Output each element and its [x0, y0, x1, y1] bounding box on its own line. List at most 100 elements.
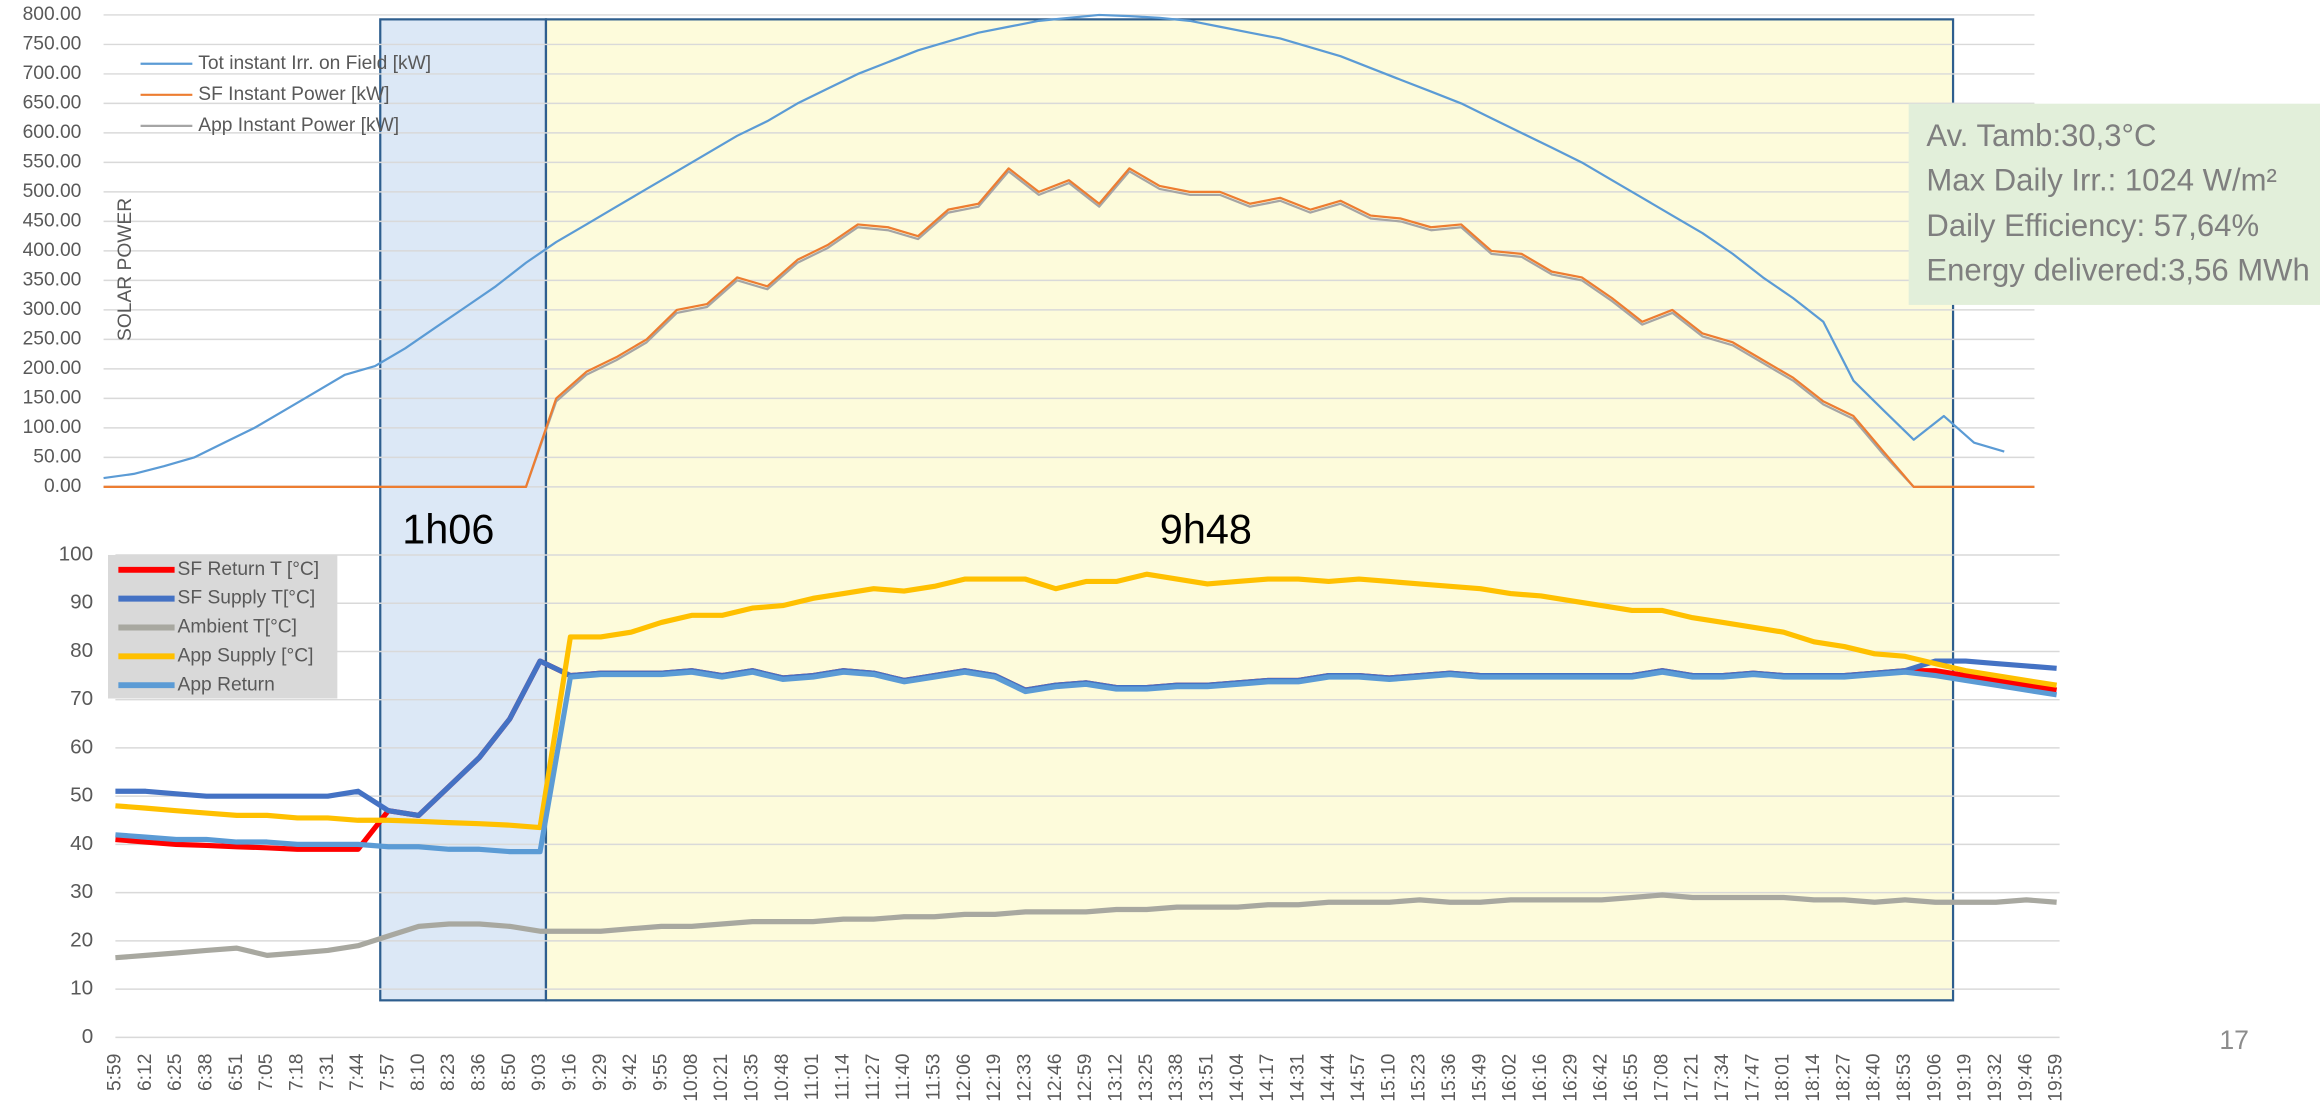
y-tick-label: 90	[70, 591, 93, 614]
x-tick-label: 7:18	[286, 1054, 307, 1091]
y-tick-label: 600.00	[23, 122, 82, 143]
x-tick-label: 14:17	[1257, 1054, 1278, 1102]
y-tick-label: 50.00	[33, 446, 81, 467]
info-line: Daily Efficiency: 57,64%	[1926, 208, 2259, 243]
x-tick-label: 12:06	[954, 1054, 975, 1102]
x-tick-label: 7:31	[317, 1054, 338, 1091]
info-line: Energy delivered:3,56 MWh	[1926, 253, 2309, 288]
y-tick-label: 400.00	[23, 240, 82, 261]
x-tick-label: 7:44	[347, 1053, 368, 1091]
x-tick-label: 7:05	[256, 1054, 277, 1091]
duration-label: 9h48	[1160, 507, 1252, 553]
x-tick-label: 10:21	[711, 1054, 732, 1102]
x-tick-label: 5:59	[104, 1054, 125, 1091]
legend-label: SF Instant Power [kW]	[198, 84, 389, 105]
x-tick-label: 13:25	[1136, 1054, 1157, 1102]
y-tick-label: 700.00	[23, 63, 82, 84]
x-tick-label: 17:47	[1742, 1054, 1763, 1102]
x-tick-label: 15:36	[1439, 1054, 1460, 1102]
x-tick-label: 10:48	[772, 1054, 793, 1102]
x-tick-label: 18:53	[1894, 1054, 1915, 1102]
y-tick-label: 70	[70, 687, 93, 710]
x-tick-label: 11:01	[802, 1054, 823, 1101]
x-tick-label: 19:19	[1955, 1054, 1976, 1102]
x-tick-label: 12:46	[1045, 1054, 1066, 1102]
x-tick-label: 18:14	[1803, 1053, 1824, 1101]
x-tick-label: 16:29	[1560, 1054, 1581, 1102]
series-line	[115, 892, 2057, 961]
x-tick-label: 9:42	[620, 1054, 641, 1091]
x-tick-label: 13:38	[1166, 1054, 1187, 1102]
x-tick-label: 16:16	[1530, 1054, 1551, 1102]
x-tick-label: 6:38	[195, 1054, 216, 1091]
x-tick-label: 11:40	[893, 1054, 914, 1101]
y-tick-label: 500.00	[23, 181, 82, 202]
series-line	[103, 167, 2035, 489]
x-tick-label: 8:36	[468, 1054, 489, 1091]
x-tick-label: 14:44	[1318, 1053, 1339, 1101]
legend-label: App Return	[178, 674, 275, 695]
legend-label: App Supply [°C]	[178, 645, 314, 666]
y-tick-label: 200.00	[23, 358, 82, 379]
y-tick-label: 250.00	[23, 328, 82, 349]
x-tick-label: 11:14	[832, 1053, 853, 1100]
legend-label: Tot instant Irr. on Field [kW]	[198, 53, 431, 74]
x-tick-label: 8:23	[438, 1054, 459, 1091]
y-tick-label: 50	[70, 784, 93, 807]
x-tick-label: 7:57	[377, 1054, 398, 1091]
y-tick-label: 10	[70, 977, 93, 1000]
y-tick-label: 30	[70, 880, 93, 903]
x-tick-label: 14:57	[1348, 1054, 1369, 1102]
y-tick-label: 300.00	[23, 299, 82, 320]
info-line: Max Daily Irr.: 1024 W/m²	[1926, 162, 2276, 197]
y-axis-label: SOLAR POWER	[115, 198, 136, 341]
lines	[103, 13, 2058, 961]
y-tick-label: 60	[70, 735, 93, 758]
y-tick-label: 100	[59, 542, 94, 565]
x-tick-label: 16:02	[1500, 1054, 1521, 1102]
x-tick-label: 17:34	[1712, 1053, 1733, 1101]
y-tick-label: 750.00	[23, 34, 82, 55]
x-tick-label: 19:32	[1985, 1054, 2006, 1102]
x-tick-label: 8:10	[408, 1054, 429, 1091]
x-tick-label: 12:19	[984, 1054, 1005, 1102]
x-tick-label: 19:06	[1924, 1054, 1945, 1102]
x-tick-label: 18:40	[1864, 1054, 1885, 1102]
y-tick-label: 800.00	[23, 4, 82, 25]
x-tick-label: 10:35	[741, 1054, 762, 1102]
y-tick-label: 550.00	[23, 152, 82, 173]
x-tick-label: 13:12	[1105, 1054, 1126, 1102]
x-tick-label: 13:51	[1196, 1054, 1217, 1102]
y-tick-label: 150.00	[23, 387, 82, 408]
x-tick-label: 19:59	[2046, 1054, 2067, 1102]
x-tick-label: 9:29	[590, 1054, 611, 1091]
x-tick-label: 6:12	[135, 1054, 156, 1091]
x-tick-label: 9:55	[650, 1054, 671, 1091]
x-tick-label: 17:21	[1682, 1054, 1703, 1102]
x-tick-label: 14:04	[1227, 1053, 1248, 1101]
series-line	[115, 669, 2058, 855]
series-line	[115, 571, 2058, 831]
duration-label: 1h06	[402, 507, 494, 553]
x-tick-label: 10:08	[681, 1054, 702, 1102]
legend-label: SF Return T [°C]	[178, 559, 320, 580]
y-tick-label: 350.00	[23, 270, 82, 291]
x-tick-label: 15:49	[1469, 1054, 1490, 1102]
x-tick-label: 9:16	[559, 1054, 580, 1091]
y-tick-label: 80	[70, 639, 93, 662]
info-line: Av. Tamb:30,3°C	[1926, 118, 2156, 153]
legend-label: SF Supply T[°C]	[178, 588, 316, 609]
operation-region	[544, 18, 1955, 1002]
x-tick-label: 15:10	[1378, 1054, 1399, 1102]
x-tick-label: 12:33	[1014, 1054, 1035, 1102]
legend-label: Ambient T[°C]	[178, 617, 297, 638]
x-tick-label: 16:55	[1621, 1054, 1642, 1102]
page-number: 17	[2219, 1025, 2249, 1055]
y-tick-label: 0	[82, 1025, 94, 1048]
series-line	[103, 13, 2005, 480]
x-tick-label: 18:01	[1773, 1054, 1794, 1102]
y-tick-label: 100.00	[23, 417, 82, 438]
info-box	[1908, 103, 2320, 305]
x-tick-label: 6:51	[226, 1054, 247, 1091]
